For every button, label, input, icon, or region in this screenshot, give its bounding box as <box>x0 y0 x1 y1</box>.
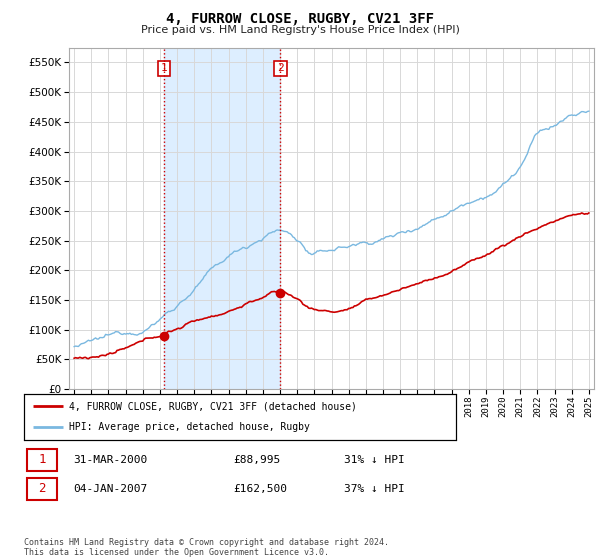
FancyBboxPatch shape <box>27 449 57 470</box>
Text: 37% ↓ HPI: 37% ↓ HPI <box>344 484 405 494</box>
Bar <box>164 48 280 389</box>
Text: Contains HM Land Registry data © Crown copyright and database right 2024.
This d: Contains HM Land Registry data © Crown c… <box>24 538 389 557</box>
Text: Price paid vs. HM Land Registry's House Price Index (HPI): Price paid vs. HM Land Registry's House … <box>140 25 460 35</box>
Text: £162,500: £162,500 <box>234 484 288 494</box>
FancyBboxPatch shape <box>27 478 57 500</box>
Text: 31-MAR-2000: 31-MAR-2000 <box>74 455 148 465</box>
Text: 1: 1 <box>38 453 46 466</box>
Text: £88,995: £88,995 <box>234 455 281 465</box>
Text: 1: 1 <box>161 63 167 73</box>
Text: 4, FURROW CLOSE, RUGBY, CV21 3FF: 4, FURROW CLOSE, RUGBY, CV21 3FF <box>166 12 434 26</box>
Text: 04-JAN-2007: 04-JAN-2007 <box>74 484 148 494</box>
Text: HPI: Average price, detached house, Rugby: HPI: Average price, detached house, Rugb… <box>70 422 310 432</box>
Text: 31% ↓ HPI: 31% ↓ HPI <box>344 455 405 465</box>
Text: 2: 2 <box>38 482 46 496</box>
Text: 4, FURROW CLOSE, RUGBY, CV21 3FF (detached house): 4, FURROW CLOSE, RUGBY, CV21 3FF (detach… <box>70 401 357 411</box>
Text: 2: 2 <box>277 63 284 73</box>
